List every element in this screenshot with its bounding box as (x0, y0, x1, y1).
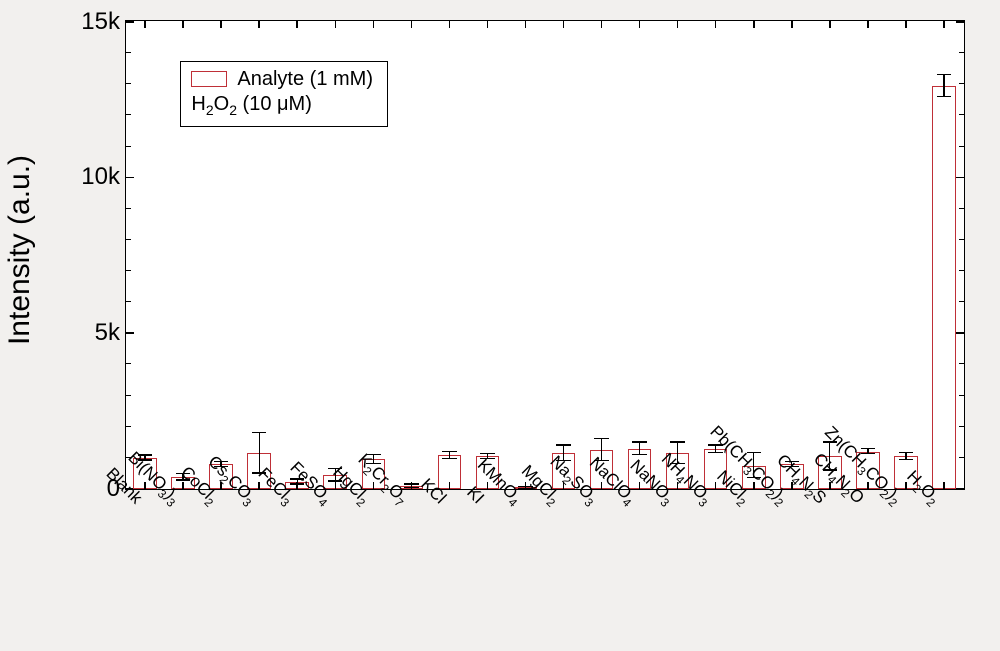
y-tick-minor (126, 52, 131, 53)
x-tick-mark (867, 20, 869, 28)
legend-swatch (191, 71, 227, 87)
y-tick-minor (959, 457, 964, 458)
x-tick-mark (715, 20, 717, 28)
error-bar (943, 74, 944, 96)
y-tick-minor (126, 83, 131, 84)
y-tick-minor (959, 83, 964, 84)
x-tick-mark (335, 20, 337, 28)
y-tick-minor (959, 239, 964, 240)
x-tick-mark (258, 20, 260, 28)
x-tick-mark (639, 20, 641, 28)
y-tick-minor (126, 301, 131, 302)
y-tick-minor (959, 301, 964, 302)
x-tick-mark (449, 20, 451, 28)
x-tick-mark (601, 20, 603, 28)
y-axis-title-text: Intensity (a.u.) (3, 155, 37, 345)
x-tick-mark (753, 20, 755, 28)
x-tick-mark (943, 20, 945, 28)
y-tick-minor (126, 146, 131, 147)
y-tick-label: 15k (40, 8, 120, 36)
legend-line-1: Analyte (1 mM) (237, 68, 373, 91)
chart-container: Intensity (a.u.) Analyte (1 mM) H2O2 (10… (0, 0, 1000, 651)
x-tick-mark (144, 20, 146, 28)
y-tick-mark (126, 177, 134, 179)
x-tick-mark (943, 482, 945, 490)
y-tick-minor (959, 52, 964, 53)
error-cap (937, 96, 951, 97)
y-tick-mark (956, 177, 964, 179)
y-tick-minor (959, 208, 964, 209)
y-tick-label: 10k (40, 163, 120, 191)
y-tick-minor (126, 270, 131, 271)
y-tick-minor (959, 146, 964, 147)
y-tick-minor (959, 426, 964, 427)
y-tick-label: 5k (40, 319, 120, 347)
x-tick-mark (525, 20, 527, 28)
x-tick-mark (677, 20, 679, 28)
y-tick-mark (956, 21, 964, 23)
x-tick-mark (373, 20, 375, 28)
error-cap (937, 74, 951, 75)
y-tick-minor (959, 270, 964, 271)
y-tick-mark (126, 21, 134, 23)
legend-line-2: H2O2 (10 μM) (191, 93, 373, 118)
x-tick-mark (182, 20, 184, 28)
y-tick-minor (126, 208, 131, 209)
y-tick-minor (126, 114, 131, 115)
x-tick-mark (791, 20, 793, 28)
y-tick-minor (126, 239, 131, 240)
y-tick-mark (126, 332, 134, 334)
y-tick-minor (959, 114, 964, 115)
y-tick-minor (959, 363, 964, 364)
x-tick-mark (487, 20, 489, 28)
x-tick-mark (563, 20, 565, 28)
x-tick-mark (829, 20, 831, 28)
x-tick-mark (296, 20, 298, 28)
y-tick-mark (956, 488, 964, 490)
x-tick-mark (220, 20, 222, 28)
y-axis-title: Intensity (a.u.) (0, 0, 40, 500)
y-tick-minor (959, 395, 964, 396)
bar (932, 86, 956, 489)
legend: Analyte (1 mM) H2O2 (10 μM) (180, 61, 388, 127)
y-tick-mark (956, 332, 964, 334)
x-tick-mark (411, 20, 413, 28)
x-tick-mark (905, 20, 907, 28)
